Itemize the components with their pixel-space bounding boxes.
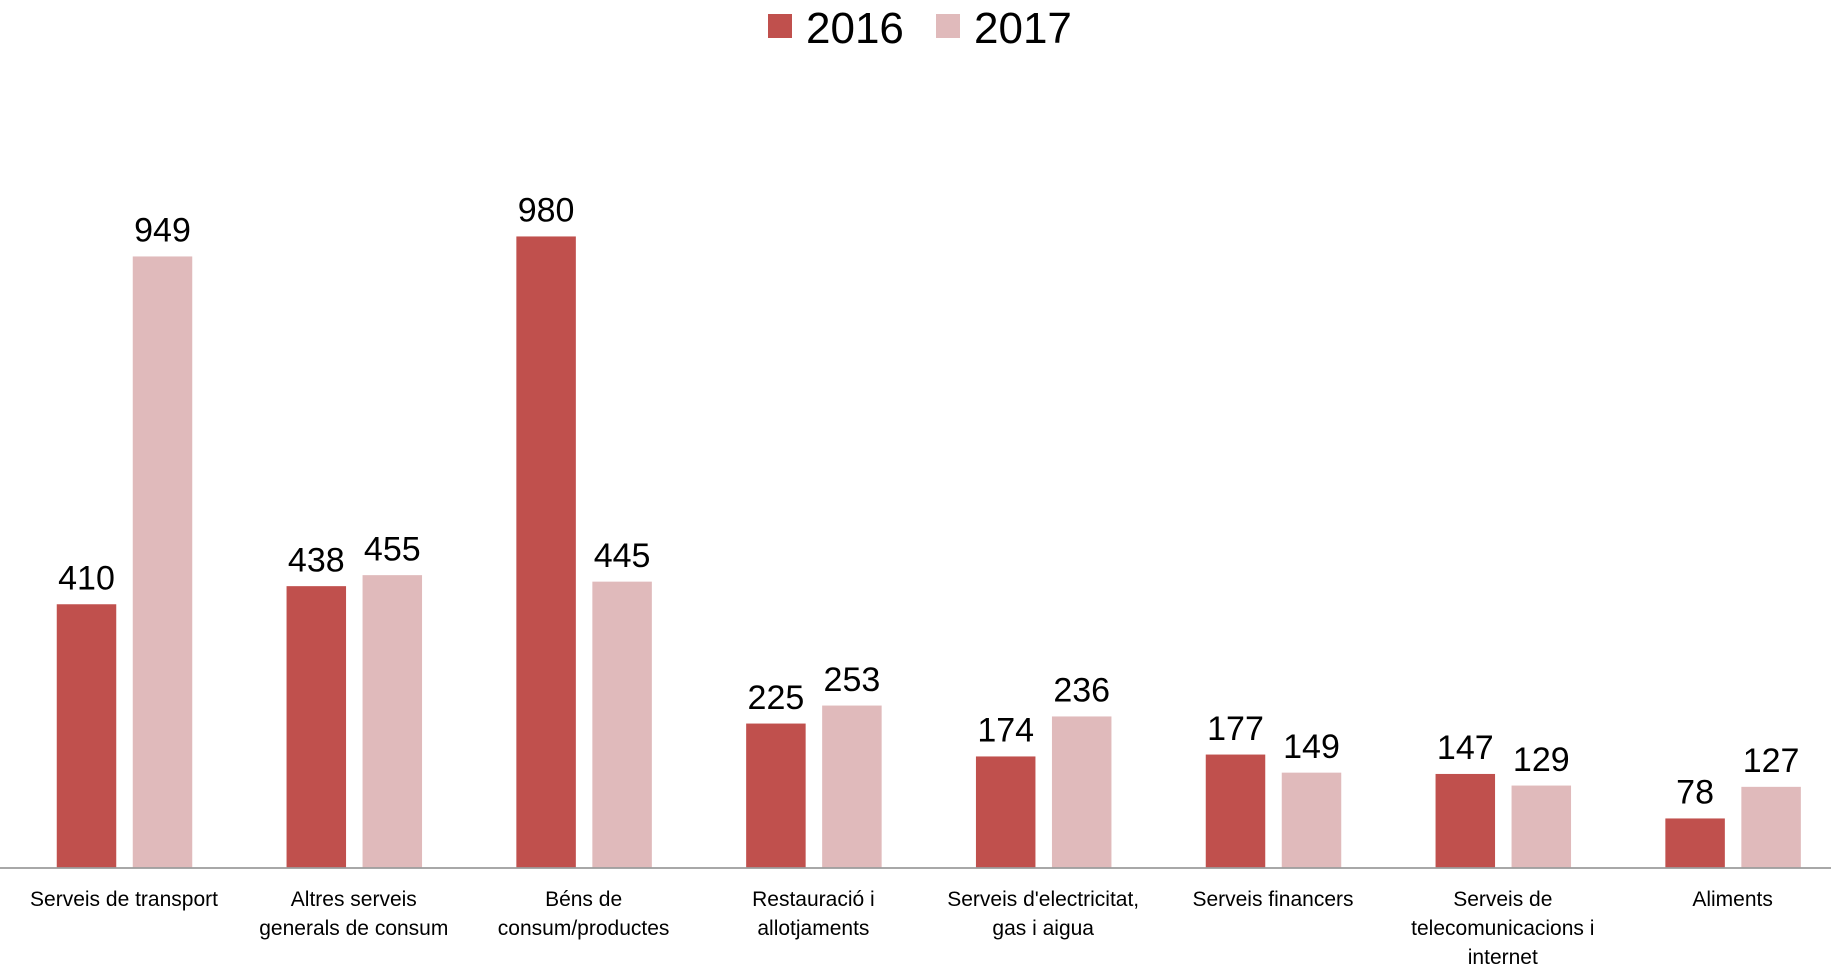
data-label-2016-serveis-de-transport: 410 (58, 560, 115, 598)
data-label-2017-altres-serveis-generals-de-consum: 455 (364, 530, 421, 568)
x-tick-label-serveis-financers: Serveis financers (1192, 888, 1353, 911)
data-label-2016-bens-de-consum-productes: 980 (518, 192, 575, 230)
x-tick-label-line: gas i aigua (992, 917, 1094, 940)
x-tick-label-line: allotjaments (757, 917, 869, 940)
data-labels-group: 410 438 980 225 174 177 147 78 949 455 445 253 236 14… (58, 192, 1799, 812)
bar-2017-serveis-de-transport (131, 254, 194, 869)
data-label-2016-serveis-de-telecomunicacions-i-internet: 147 (1437, 729, 1494, 767)
x-tick-label-line: consum/productes (498, 917, 670, 940)
bars-group (55, 234, 1803, 869)
bar-2016-aliments (1663, 816, 1727, 869)
bar-2016-bens-de-consum-productes (514, 234, 578, 869)
legend: 2016 2017 (768, 4, 1072, 53)
data-label-2017-serveis-de-telecomunicacions-i-internet: 129 (1513, 741, 1570, 779)
x-tick-label-line: Béns de (545, 888, 622, 911)
legend-item-2016: 2016 (768, 4, 904, 53)
x-tick-label-line: Restauració i (752, 888, 875, 911)
legend-swatch-2016 (768, 14, 792, 38)
x-tick-label-serveis-d-electricitat-gas-i-aigua: Serveis d'electricitat, gas i aigua (947, 888, 1139, 940)
bar-2016-serveis-de-telecomunicacions-i-internet (1434, 772, 1497, 869)
bar-2017-aliments (1739, 785, 1803, 869)
x-tick-label-line: Aliments (1692, 888, 1773, 911)
x-tick-label-line: telecomunicacions i (1411, 917, 1594, 940)
data-label-2017-serveis-d-electricitat-gas-i-aigua: 236 (1053, 672, 1110, 710)
x-tick-label-line: internet (1468, 946, 1538, 964)
legend-swatch-2017 (936, 14, 960, 38)
x-tick-label-line: Serveis de transport (30, 888, 218, 911)
x-tick-label-altres-serveis-generals-de-consum: Altres serveis generals de consum (259, 888, 448, 940)
bar-2017-serveis-de-telecomunicacions-i-internet (1510, 784, 1573, 869)
data-label-2016-aliments: 78 (1676, 774, 1714, 812)
data-label-2016-serveis-d-electricitat-gas-i-aigua: 174 (977, 712, 1034, 750)
bar-2017-bens-de-consum-productes (590, 580, 654, 869)
bar-2016-serveis-financers (1204, 753, 1267, 869)
data-label-2017-restauracio-i-allotjaments: 253 (824, 661, 881, 699)
bar-2017-altres-serveis-generals-de-consum (361, 573, 424, 869)
x-tick-label-restauracio-i-allotjaments: Restauració i allotjaments (752, 888, 875, 940)
x-tick-label-line: Serveis d'electricitat, (947, 888, 1139, 911)
bar-2016-restauracio-i-allotjaments (744, 722, 808, 869)
legend-item-2017: 2017 (936, 4, 1072, 53)
x-tick-label-line: Serveis de (1453, 888, 1552, 911)
x-axis: Serveis de transport Altres serveis genera… (0, 867, 1831, 964)
data-label-2016-restauracio-i-allotjaments: 225 (748, 679, 805, 717)
data-label-2017-aliments: 127 (1743, 742, 1800, 780)
data-label-2016-altres-serveis-generals-de-consum: 438 (288, 541, 345, 579)
bar-2017-serveis-d-electricitat-gas-i-aigua (1050, 714, 1113, 869)
data-label-2017-bens-de-consum-productes: 445 (594, 537, 651, 575)
x-tick-label-serveis-de-transport: Serveis de transport (30, 888, 218, 911)
x-tick-label-aliments: Aliments (1692, 888, 1773, 911)
bar-2016-serveis-de-transport (55, 602, 118, 869)
bar-2017-restauracio-i-allotjaments (820, 704, 884, 869)
legend-label-2016: 2016 (806, 4, 904, 53)
x-tick-label-line: Serveis financers (1192, 888, 1353, 911)
x-tick-label-line: generals de consum (259, 917, 448, 940)
bar-2016-serveis-d-electricitat-gas-i-aigua (974, 754, 1037, 869)
legend-label-2017: 2017 (974, 4, 1072, 53)
x-tick-label-serveis-de-telecomunicacions-i-internet: Serveis de telecomunicacions i internet (1411, 888, 1594, 964)
bar-2017-serveis-financers (1280, 771, 1343, 869)
x-tick-label-line: Altres serveis (291, 888, 417, 911)
data-label-2017-serveis-de-transport: 949 (134, 212, 191, 250)
data-label-2016-serveis-financers: 177 (1207, 710, 1264, 748)
data-label-2017-serveis-financers: 149 (1283, 728, 1340, 766)
bar-2016-altres-serveis-generals-de-consum (285, 584, 348, 869)
x-tick-label-bens-de-consum-productes: Béns de consum/productes (498, 888, 670, 940)
